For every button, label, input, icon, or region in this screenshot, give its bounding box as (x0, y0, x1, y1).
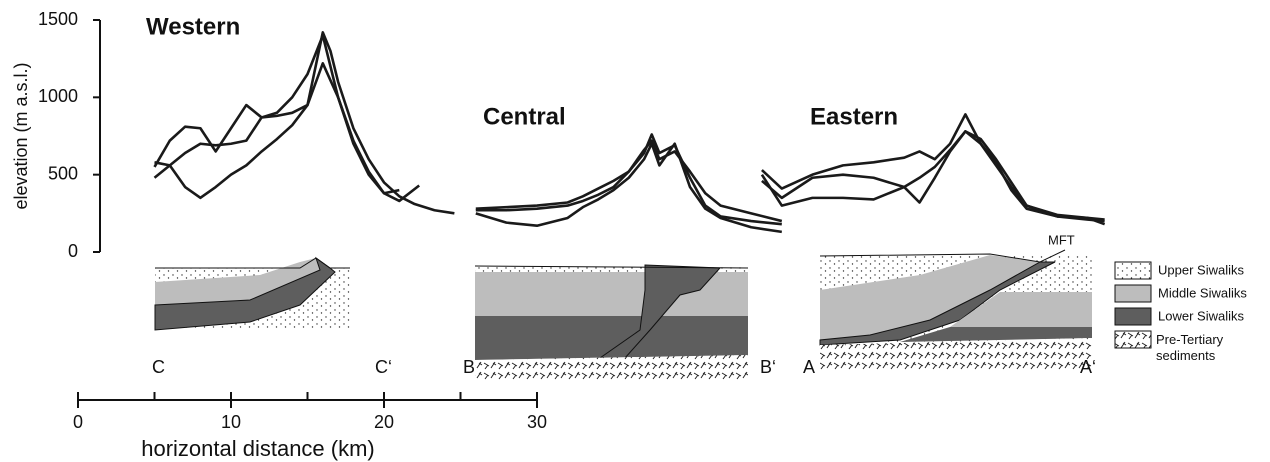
central-section (474, 264, 749, 380)
y-axis-label: elevation (m a.s.l.) (11, 62, 31, 209)
section-label: C‘ (375, 357, 392, 377)
legend-swatch (1114, 307, 1152, 326)
x-tick-label: 30 (527, 412, 547, 432)
section-label: B (463, 357, 475, 377)
legend-label: Pre-Tertiary sediments (1156, 332, 1224, 363)
profile-line (153, 31, 455, 215)
panel-title: Eastern (810, 103, 898, 130)
legend-swatch (1114, 284, 1152, 303)
annotation: MFT (1048, 232, 1075, 247)
legend-swatch (1114, 330, 1152, 349)
x-tick-label: 0 (73, 412, 83, 432)
eastern-section (819, 249, 1092, 370)
legend-label: Lower Siwaliks (1158, 308, 1244, 323)
section-label: A (803, 357, 815, 377)
legend-swatch (1114, 261, 1152, 280)
profile-line (475, 133, 782, 226)
y-tick-label: 1500 (38, 9, 78, 29)
legend-wrap: Pre-Tertiary sediments (1156, 332, 1224, 363)
y-tick-label: 1000 (38, 86, 78, 106)
y-tick-label: 500 (48, 163, 78, 183)
western-section (154, 256, 350, 331)
panel-title: Western (146, 13, 240, 40)
section-label: A‘ (1080, 357, 1096, 377)
section-label: B‘ (760, 357, 776, 377)
x-axis-label: horizontal distance (km) (141, 436, 375, 461)
x-tick-label: 20 (374, 412, 394, 432)
legend-label: Upper Siwaliks (1158, 262, 1244, 277)
profile-line (154, 62, 420, 203)
section-label: C (152, 357, 165, 377)
profile-line (153, 34, 400, 195)
legend-label: Middle Siwaliks (1158, 285, 1247, 300)
y-tick-label: 0 (68, 241, 78, 261)
profile-line (475, 139, 783, 223)
panel-title: Central (483, 103, 566, 130)
profile-line (475, 142, 782, 234)
profile-line (761, 130, 1105, 221)
profile-line (761, 113, 1105, 223)
x-tick-label: 10 (221, 412, 241, 432)
